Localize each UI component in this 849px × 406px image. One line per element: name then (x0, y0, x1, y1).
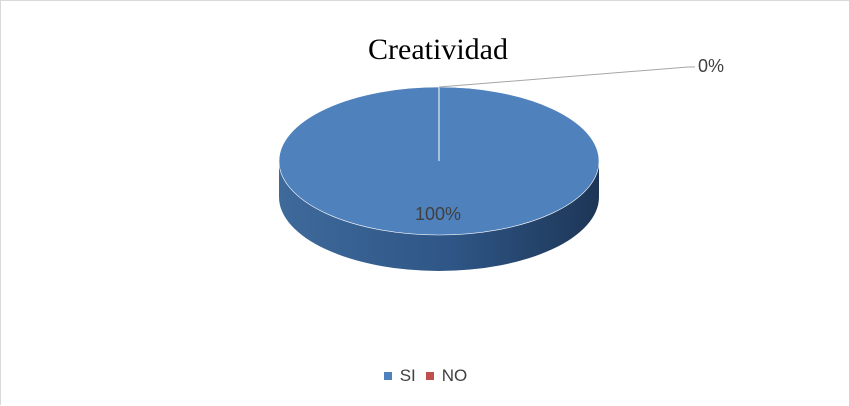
data-label-no-leader (438, 66, 695, 88)
legend-item-si: SI (383, 366, 416, 386)
legend-swatch-si (383, 372, 392, 380)
legend-item-no: NO (425, 366, 468, 386)
data-label-no: 0% (698, 56, 724, 76)
legend-swatch-no (425, 372, 434, 380)
pie-group (278, 86, 600, 271)
legend-label-no: NO (441, 366, 468, 385)
chart-title: Creatividad (368, 33, 508, 66)
data-label-si: 100% (415, 204, 461, 224)
legend-label-si: SI (399, 366, 416, 385)
legend: SI NO (1, 365, 849, 386)
data-labels: 100% 0% (415, 56, 724, 224)
pie-side (279, 161, 599, 271)
